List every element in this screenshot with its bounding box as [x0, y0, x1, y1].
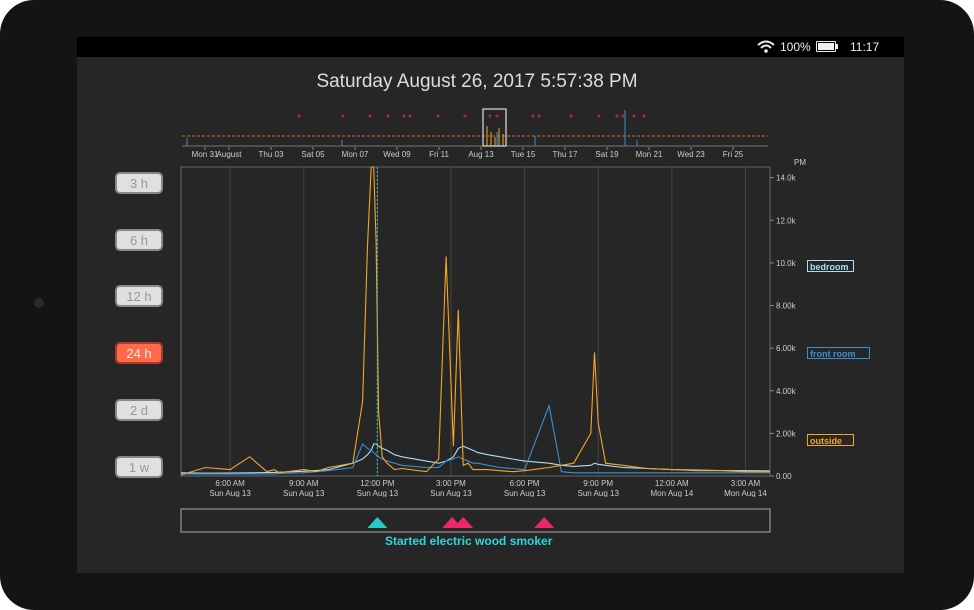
x-tick-label-time: 3:00 PM: [436, 479, 466, 488]
overview-tick-label: Wed 23: [677, 150, 705, 159]
x-tick-label-date: Sun Aug 13: [504, 489, 546, 497]
legend-front-room: front room: [807, 347, 870, 359]
app-screen: 100% 11:17 Saturday August 26, 2017 5:57…: [77, 37, 904, 573]
camera-dot: [34, 298, 44, 308]
y-tick-label: 10.0k: [776, 259, 797, 268]
x-tick-label-date: Sun Aug 13: [430, 489, 472, 497]
overview-event-marker[interactable]: *: [615, 113, 619, 124]
status-bar: 100% 11:17: [77, 37, 904, 57]
overview-tick-label: Thu 17: [553, 150, 578, 159]
x-tick-label-time: 3:00 AM: [731, 479, 761, 488]
overview-event-marker[interactable]: *: [632, 113, 636, 124]
legend-bedroom: bedroom: [807, 260, 854, 272]
range-button-12h[interactable]: 12 h: [115, 285, 163, 307]
overview-event-marker[interactable]: *: [436, 113, 440, 124]
overview-tick-label: Sat 19: [595, 150, 619, 159]
overview-event-marker[interactable]: *: [642, 113, 646, 124]
overview-event-marker[interactable]: *: [537, 113, 541, 124]
x-tick-label-time: 9:00 AM: [289, 479, 319, 488]
x-tick-label-time: 6:00 AM: [215, 479, 245, 488]
y-tick-label: 2.00k: [776, 429, 797, 438]
x-tick-label-date: Sun Aug 13: [357, 489, 399, 497]
x-tick-label-date: Mon Aug 14: [650, 489, 693, 497]
overview-selection-window[interactable]: [482, 108, 507, 147]
overview-tick-label: Mon 07: [342, 150, 369, 159]
overview-event-marker[interactable]: *: [297, 113, 301, 124]
x-tick-label-time: 12:00 AM: [655, 479, 689, 488]
overview-tick-label: Fri 11: [429, 150, 449, 159]
x-tick-label-date: Sun Aug 13: [283, 489, 325, 497]
event-triangle-marker[interactable]: [367, 517, 388, 528]
overview-tick-label: Tue 15: [511, 150, 536, 159]
overview-event-marker[interactable]: *: [402, 113, 406, 124]
plot-area: [180, 166, 771, 477]
overview-event-marker[interactable]: *: [488, 113, 492, 124]
y-tick-label: 0.00: [776, 472, 792, 481]
overview-event-marker[interactable]: *: [463, 113, 467, 124]
y-axis-unit: PM: [794, 158, 806, 167]
event-strip: [180, 508, 771, 533]
range-button-24h[interactable]: 24 h: [115, 342, 163, 364]
overview-tick-label: Wed 09: [383, 150, 411, 159]
series-outside: [180, 166, 770, 476]
status-clock: 11:17: [850, 40, 880, 54]
x-tick-label-time: 12:00 PM: [360, 479, 395, 488]
event-annotation-text: Started electric wood smoker: [385, 534, 553, 548]
y-tick-label: 12.0k: [776, 216, 797, 225]
battery-icon: [816, 41, 838, 52]
battery-percent: 100%: [780, 40, 811, 54]
page-title-datetime: Saturday August 26, 2017 5:57:38 PM: [316, 71, 638, 92]
range-button-1w[interactable]: 1 w: [115, 456, 163, 478]
overview-event-marker[interactable]: *: [621, 113, 625, 124]
overview-event-marker[interactable]: *: [368, 113, 372, 124]
y-tick-label: 6.00k: [776, 344, 797, 353]
overview-event-marker[interactable]: *: [597, 113, 601, 124]
event-triangle-marker[interactable]: [453, 517, 474, 528]
wifi-icon: [757, 40, 775, 53]
x-tick-label-date: Mon Aug 14: [724, 489, 767, 497]
overview-tick-label: Aug 13: [468, 150, 494, 159]
y-tick-label: 8.00k: [776, 302, 797, 311]
overview-tick-label: Thu 03: [259, 150, 284, 159]
event-triangle-marker[interactable]: [534, 517, 555, 528]
x-tick-label-time: 6:00 PM: [510, 479, 540, 488]
overview-tick-label: Mon 21: [636, 150, 663, 159]
x-tick-label-date: Sun Aug 13: [209, 489, 251, 497]
overview-tick-label: Sat 05: [301, 150, 325, 159]
overview-tick-label: August: [217, 150, 243, 159]
range-button-6h[interactable]: 6 h: [115, 229, 163, 251]
event-triangle-marker[interactable]: [442, 517, 463, 528]
overview-event-marker[interactable]: *: [408, 113, 412, 124]
y-tick-label: 14.0k: [776, 174, 797, 183]
overview-event-marker[interactable]: *: [569, 113, 573, 124]
range-button-2d[interactable]: 2 d: [115, 399, 163, 421]
x-tick-label-time: 9:00 PM: [583, 479, 613, 488]
series-bedroom: [180, 443, 771, 474]
overview-event-marker[interactable]: *: [495, 113, 499, 124]
y-tick-label: 4.00k: [776, 387, 797, 396]
legend-outside: outside: [807, 434, 854, 446]
overview-tick-label: Mon 31: [192, 150, 219, 159]
x-tick-label-date: Sun Aug 13: [578, 489, 620, 497]
overview-event-marker[interactable]: *: [341, 113, 345, 124]
overview-event-marker[interactable]: *: [531, 113, 535, 124]
overview-event-marker[interactable]: *: [386, 113, 390, 124]
range-button-3h[interactable]: 3 h: [115, 172, 163, 194]
overview-tick-label: Fri 25: [723, 150, 744, 159]
battery-fill: [818, 43, 834, 50]
